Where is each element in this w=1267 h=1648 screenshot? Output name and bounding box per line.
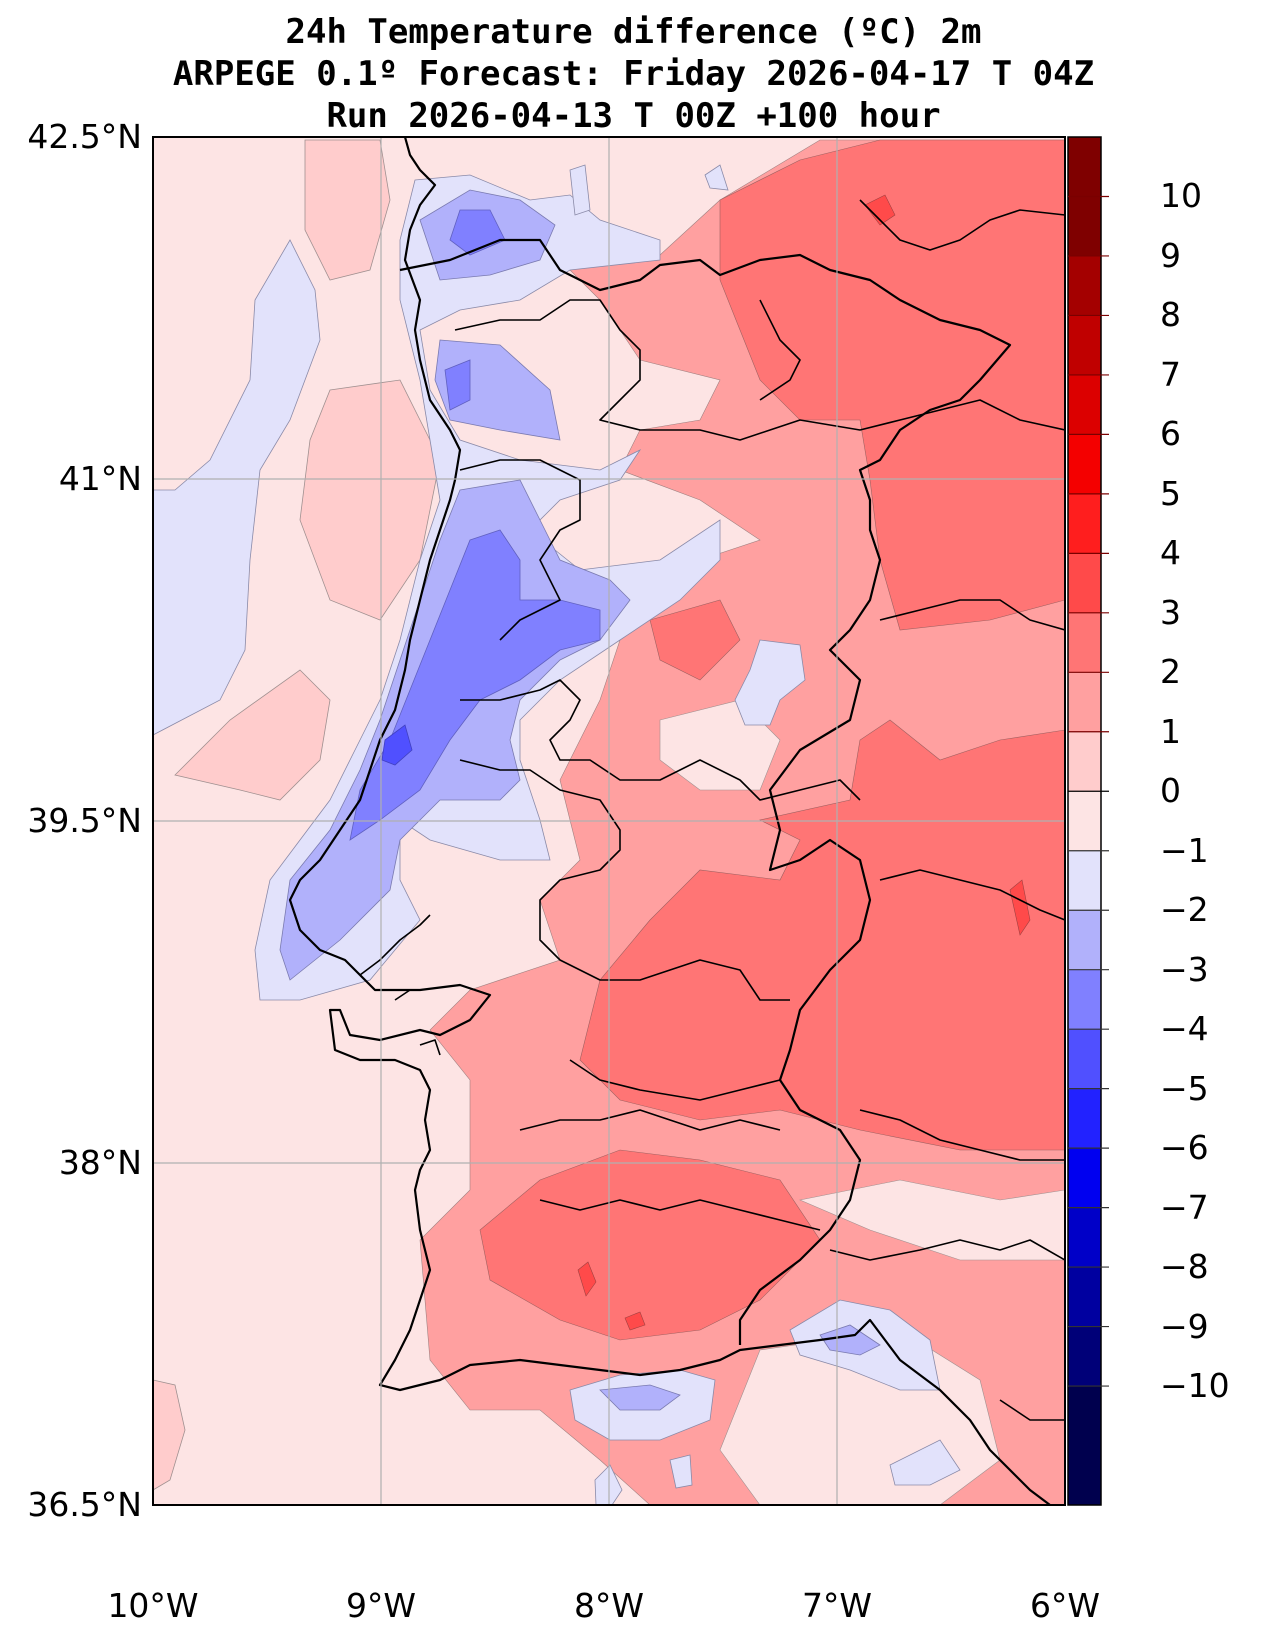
contour-hot-spot-south bbox=[577, 1261, 646, 1331]
colorbar-tick-label: 5 bbox=[1160, 473, 1181, 513]
colorbar-tick-label: −8 bbox=[1160, 1247, 1209, 1287]
colorbar-tick-label: −5 bbox=[1160, 1068, 1209, 1108]
contour-coast-neg-3-2 bbox=[349, 209, 601, 841]
colorbar-tick-label: 3 bbox=[1160, 592, 1181, 632]
colorbar-bin bbox=[1068, 791, 1101, 852]
colorbar-tick-label: 2 bbox=[1160, 652, 1181, 692]
coastline bbox=[288, 137, 1051, 1505]
contour-inland-neg-south-core bbox=[819, 1324, 881, 1356]
lat-tick-label-39-5: 39.5°N bbox=[27, 801, 142, 840]
contour-land-2-3-south bbox=[479, 1149, 821, 1341]
lat-tick-label-38: 38°N bbox=[58, 1143, 142, 1182]
contour-inland-neg-se bbox=[889, 1439, 961, 1486]
colorbar-bin bbox=[1068, 850, 1101, 911]
colorbar-bin bbox=[1068, 672, 1101, 733]
colorbar-bin bbox=[1068, 553, 1101, 614]
colorbar-bin bbox=[1068, 1207, 1101, 1268]
colorbar-tick-label: 0 bbox=[1160, 771, 1181, 811]
contour-ocean-0-1-mid bbox=[299, 379, 441, 621]
contour-ocean-0-1-sw bbox=[153, 1379, 186, 1491]
colorbar-tick-label: 4 bbox=[1160, 533, 1181, 573]
colorbar-bin bbox=[1068, 196, 1101, 257]
map-frame bbox=[152, 136, 1066, 1506]
colorbar-bin bbox=[1068, 910, 1101, 971]
colorbar-tick-label: 10 bbox=[1160, 176, 1202, 216]
chart-title-line-3: Run 2026-04-13 T 00Z +100 hour bbox=[326, 96, 941, 136]
contour-inland-neg-bottom bbox=[594, 1454, 693, 1505]
colorbar-bin bbox=[1068, 493, 1101, 554]
contour-land-2-3-east bbox=[579, 139, 1065, 1151]
lat-tick-label-41: 41°N bbox=[58, 459, 142, 498]
colorbar-tick-label: −9 bbox=[1160, 1306, 1209, 1346]
colorbar-tick-label: 7 bbox=[1160, 354, 1181, 394]
colorbar-bin bbox=[1068, 1029, 1101, 1090]
colorbar-bin bbox=[1068, 137, 1101, 197]
contour-ocean-0-1-south bbox=[174, 669, 331, 801]
colorbar-bin bbox=[1068, 1326, 1101, 1387]
contour-land-2-3-west-strip bbox=[649, 599, 741, 681]
colorbar-tick-label: −10 bbox=[1160, 1366, 1230, 1406]
lon-tick-label-9w: 9°W bbox=[345, 1586, 417, 1625]
colorbar-tick-label: −7 bbox=[1160, 1187, 1209, 1227]
colorbar-tick-label: 8 bbox=[1160, 295, 1181, 335]
colorbar-tick-label: −1 bbox=[1160, 830, 1209, 870]
contour-hot-spot-ne bbox=[864, 194, 896, 226]
colorbar-ticks bbox=[1068, 195, 1109, 1387]
colorbar-bin bbox=[1068, 1088, 1101, 1149]
lon-tick-label-6w: 6°W bbox=[1029, 1586, 1101, 1625]
coastline-borders bbox=[288, 137, 1065, 1505]
colorbar-bin bbox=[1068, 1267, 1101, 1328]
colorbar-bin bbox=[1068, 255, 1101, 316]
colorbar-frame bbox=[1067, 136, 1102, 1506]
colorbar-bin bbox=[1068, 434, 1101, 495]
lat-tick-label-36-5: 36.5°N bbox=[27, 1485, 142, 1524]
colorbar-tick-label: 1 bbox=[1160, 711, 1181, 751]
contour-ocean-neg-tongue bbox=[153, 239, 321, 736]
colorbar-bin bbox=[1068, 1445, 1101, 1506]
lat-tick-label-42-5: 42.5°N bbox=[27, 117, 142, 156]
colorbar-bin bbox=[1068, 1148, 1101, 1209]
colorbar-tick-label: 9 bbox=[1160, 235, 1181, 275]
contour-land-0-1-se bbox=[798, 1179, 1065, 1261]
chart-title-line-2: ARPEGE 0.1º Forecast: Friday 2026-04-17 … bbox=[172, 54, 1095, 94]
colorbar-bin bbox=[1068, 969, 1101, 1030]
colorbar-tick-label: −3 bbox=[1160, 949, 1209, 989]
portugal-spain-border bbox=[399, 238, 1012, 1345]
lon-tick-label-7w: 7°W bbox=[801, 1586, 873, 1625]
lon-tick-label-8w: 8°W bbox=[573, 1586, 645, 1625]
colorbar-tick-label: 6 bbox=[1160, 414, 1181, 454]
colorbar-bin bbox=[1068, 612, 1101, 673]
contour-inland-neg-ne bbox=[569, 164, 729, 216]
colorbar-bin bbox=[1068, 731, 1101, 792]
colorbar-bin bbox=[1068, 315, 1101, 376]
contour-inland-neg-cadiz-core bbox=[599, 1384, 681, 1411]
tagus-estuary bbox=[359, 914, 441, 1056]
colorbar-bin bbox=[1068, 1386, 1101, 1447]
region-borders bbox=[454, 199, 1065, 1421]
colorbar-tick-label: −2 bbox=[1160, 890, 1209, 930]
map-gridlines bbox=[153, 137, 1065, 1505]
anomaly-contours bbox=[153, 139, 1065, 1505]
colorbar-tick-label: −6 bbox=[1160, 1128, 1209, 1168]
colorbar bbox=[1068, 137, 1101, 1506]
chart-title-line-1: 24h Temperature difference (ºC) 2m bbox=[285, 12, 982, 52]
contour-hot-spot-east bbox=[1009, 879, 1031, 936]
contour-ocean-0-1-north bbox=[304, 139, 391, 281]
colorbar-tick-label: −4 bbox=[1160, 1009, 1209, 1049]
colorbar-bin bbox=[1068, 374, 1101, 435]
lon-tick-label-10w: 10°W bbox=[107, 1586, 199, 1625]
contour-coast-neg-4-3 bbox=[381, 724, 413, 766]
contour-inland-neg-center bbox=[734, 639, 806, 726]
